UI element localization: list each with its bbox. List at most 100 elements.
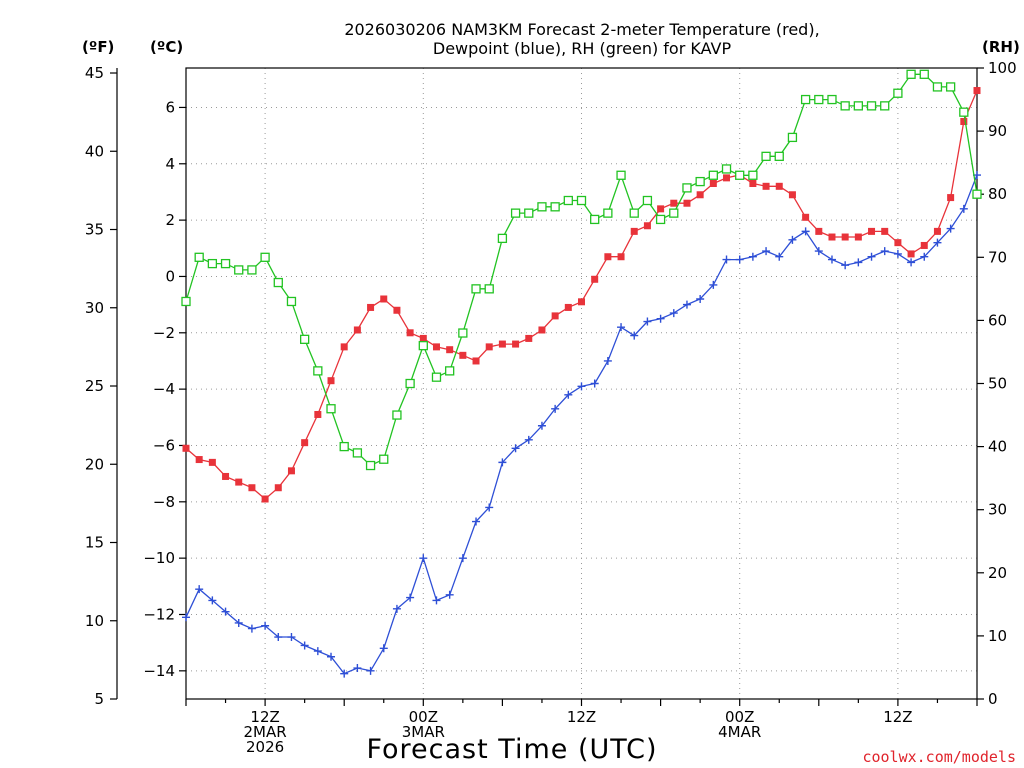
temperature-point	[643, 222, 651, 230]
rh-point	[708, 170, 718, 180]
rh-point	[537, 202, 547, 212]
dewpoint-point	[867, 252, 876, 261]
rh-tick-label: 60	[988, 311, 1007, 329]
dewpoint-point	[762, 247, 771, 256]
dewpoint-point	[564, 390, 573, 399]
dewpoint-point	[221, 607, 230, 616]
temperature-point	[340, 343, 348, 351]
temperature-point	[551, 312, 559, 320]
celsius-tick-label: −10	[143, 549, 175, 567]
dewpoint-point	[643, 317, 652, 326]
dewpoint-point	[577, 382, 586, 391]
dewpoint-point	[893, 249, 902, 258]
rh-tick-label: 100	[988, 59, 1017, 77]
dewpoint-point	[709, 280, 718, 289]
celsius-tick-label: 6	[165, 98, 175, 116]
temperature-point	[406, 329, 414, 337]
temperature-point	[802, 213, 810, 221]
temperature-point	[287, 467, 295, 475]
dewpoint-point	[195, 585, 204, 594]
rh-point	[365, 460, 376, 471]
rh-point	[814, 94, 824, 105]
rh-point	[748, 170, 758, 180]
dewpoint-point	[406, 593, 415, 602]
rh-tick-label: 40	[988, 438, 1007, 456]
series-1	[182, 171, 981, 678]
rh-point	[379, 454, 389, 464]
rh-point	[761, 151, 771, 161]
dewpoint-point	[630, 331, 639, 340]
fahrenheit-axis: 5 10 15 20 25 30 35 40 45	[85, 64, 118, 708]
rh-point	[603, 208, 613, 218]
time-tick-label: 12Z	[567, 708, 596, 726]
temperature-point	[841, 233, 849, 241]
dewpoint-point	[669, 309, 678, 318]
rh-point	[669, 208, 679, 218]
dewpoint-point	[432, 596, 441, 605]
rh-point	[352, 448, 363, 458]
temperature-point	[933, 227, 941, 235]
dewpoint-point	[682, 300, 691, 309]
fahrenheit-tick-label: 40	[85, 142, 104, 160]
rh-point	[919, 69, 929, 79]
series-line-2	[185, 73, 978, 467]
temperature-point	[617, 253, 625, 261]
rh-point	[524, 208, 534, 218]
rh-point	[326, 404, 336, 414]
rh-point	[576, 195, 587, 206]
dewpoint-point	[946, 224, 955, 233]
series-layer	[181, 69, 982, 678]
temperature-point	[419, 334, 427, 342]
rh-point	[853, 101, 863, 111]
rh-point	[629, 208, 639, 218]
temperature-point	[261, 495, 269, 503]
temperature-point	[525, 334, 533, 342]
time-tick-label: 00Z	[725, 708, 754, 726]
temperature-point	[314, 410, 322, 418]
series-0	[182, 87, 981, 503]
rh-point	[932, 82, 943, 92]
dewpoint-point	[959, 204, 968, 213]
temperature-point	[578, 298, 585, 306]
temperature-point	[459, 351, 467, 359]
dewpoint-point	[722, 255, 731, 264]
rh-point	[194, 252, 204, 262]
temperature-point	[907, 250, 915, 258]
rh-point	[590, 214, 600, 225]
fahrenheit-tick-label: 30	[85, 299, 104, 317]
celsius-tick-label: −14	[143, 662, 175, 680]
temperature-point	[749, 179, 757, 187]
temperature-point	[960, 118, 968, 126]
dewpoint-point	[445, 590, 454, 599]
dewpoint-point	[247, 624, 256, 633]
rh-point	[484, 284, 494, 294]
temperature-point	[301, 439, 309, 447]
dewpoint-point	[327, 652, 336, 661]
dewpoint-point	[814, 247, 823, 256]
dewpoint-point	[590, 379, 599, 388]
time-tick-label: 3MAR	[402, 723, 445, 741]
rh-tick-label: 0	[988, 690, 998, 708]
temperature-point	[947, 194, 955, 202]
dewpoint-point	[735, 255, 744, 264]
dewpoint-point	[775, 252, 784, 261]
rh-tick-label: 10	[988, 627, 1007, 645]
dewpoint-point	[340, 669, 349, 678]
dewpoint-point	[748, 252, 757, 261]
rh-point	[220, 258, 231, 269]
title-line-1: 2026030206 NAM3KM Forecast 2-meter Tempe…	[344, 20, 819, 39]
temperature-point	[775, 182, 783, 190]
time-tick-label: 00Z	[409, 708, 438, 726]
dewpoint-point	[472, 517, 481, 526]
dewpoint-point	[458, 554, 467, 563]
temperature-point	[670, 199, 678, 207]
rh-point	[787, 132, 798, 143]
temperature-point	[353, 326, 361, 334]
credit-text: coolwx.com/models	[862, 748, 1016, 766]
rh-point	[510, 208, 521, 218]
celsius-tick-label: −8	[153, 493, 175, 511]
temperature-point	[683, 199, 691, 207]
rh-point	[458, 328, 468, 338]
